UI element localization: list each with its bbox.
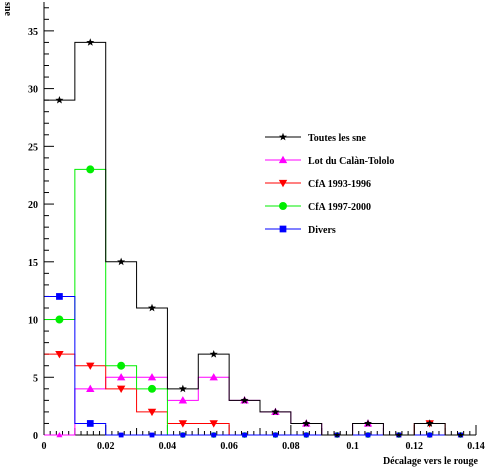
- legend-marker: [278, 155, 288, 164]
- data-point-marker: [273, 432, 278, 438]
- data-point-marker: [178, 384, 187, 393]
- legend-label: CfA 1993-1996: [308, 179, 371, 190]
- legend-marker: [279, 202, 287, 210]
- x-tick-label: 0.14: [467, 441, 485, 452]
- data-point-marker: [365, 432, 371, 438]
- x-tick-label: 0.12: [406, 441, 424, 452]
- data-point-marker: [86, 384, 95, 392]
- y-tick-label: 20: [28, 200, 38, 211]
- x-tick-label: 0.02: [97, 441, 115, 452]
- data-point-marker: [116, 373, 126, 381]
- data-point-marker: [240, 396, 249, 404]
- data-point-marker: [148, 303, 156, 312]
- y-tick-label: 25: [28, 142, 38, 153]
- data-point-marker: [178, 420, 188, 428]
- x-tick-label: 0.1: [346, 441, 359, 452]
- data-point-marker: [56, 432, 63, 438]
- data-point-marker: [425, 419, 434, 427]
- data-point-marker: [86, 420, 94, 427]
- series-toutes-les-sne: [43, 41, 476, 436]
- data-point-marker: [86, 362, 95, 370]
- legend-marker: [279, 225, 287, 233]
- data-point-marker: [117, 361, 126, 370]
- data-point-marker: [55, 95, 64, 104]
- data-point-marker: [211, 432, 217, 438]
- data-point-marker: [56, 293, 63, 300]
- data-point-marker: [303, 432, 309, 438]
- y-tick-label: 15: [28, 258, 38, 269]
- y-tick-label: 10: [28, 316, 38, 327]
- data-point-marker: [117, 257, 126, 266]
- y-tick-label: 5: [33, 373, 38, 384]
- data-point-marker: [242, 432, 247, 438]
- y-axis-title: sne: [2, 2, 13, 16]
- legend: Toutes les sne Lot du Calàn-Tololo CfA 199…: [265, 133, 394, 236]
- data-point-marker: [86, 38, 95, 46]
- series-cfa-1993-1996: [43, 353, 476, 436]
- data-point-marker: [209, 420, 218, 428]
- y-tick-label: 30: [28, 85, 38, 96]
- histogram-step-line: [43, 41, 476, 436]
- histogram-step-line: [43, 353, 476, 436]
- legend-label: Toutes les sne: [308, 133, 367, 144]
- data-point-marker: [55, 315, 64, 324]
- data-point-marker: [118, 432, 124, 438]
- histogram-step-line: [43, 168, 476, 436]
- data-point-marker: [55, 351, 64, 359]
- data-point-marker: [178, 396, 188, 404]
- data-point-marker: [364, 419, 372, 427]
- data-point-marker: [86, 165, 95, 174]
- x-tick-label: 0: [42, 441, 47, 452]
- data-point-marker: [209, 373, 218, 381]
- legend-label: Divers: [308, 225, 336, 236]
- data-point-marker: [396, 432, 402, 438]
- data-point-marker: [180, 432, 186, 438]
- legend-label: Lot du Calàn-Tololo: [308, 156, 394, 167]
- legend-marker: [279, 132, 287, 141]
- data-point-marker: [147, 373, 157, 381]
- data-point-marker: [147, 408, 157, 417]
- legend-label: CfA 1997-2000: [308, 202, 371, 213]
- data-point-marker: [116, 385, 126, 394]
- series-cfa-1997-2000: [43, 168, 476, 436]
- x-tick-label: 0.08: [282, 441, 300, 452]
- y-tick-label: 35: [28, 27, 38, 38]
- x-axis-title: Décalage vers le rouge: [383, 456, 479, 467]
- data-point-marker: [334, 432, 340, 438]
- data-point-marker: [457, 432, 464, 438]
- data-point-marker: [149, 432, 155, 438]
- x-tick-label: 0.04: [159, 441, 177, 452]
- data-point-marker: [148, 384, 156, 393]
- y-tick-label: 0: [33, 431, 38, 442]
- data-point-marker: [302, 419, 311, 427]
- data-point-marker: [427, 432, 433, 438]
- data-point-marker: [271, 407, 280, 416]
- legend-marker: [278, 179, 288, 188]
- data-point-marker: [209, 349, 218, 358]
- x-tick-label: 0.06: [220, 441, 238, 452]
